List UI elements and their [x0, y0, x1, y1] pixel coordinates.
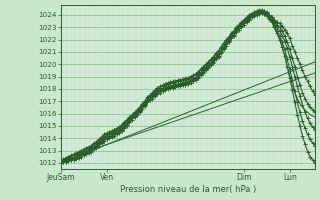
X-axis label: Pression niveau de la mer( hPa ): Pression niveau de la mer( hPa )	[120, 185, 256, 194]
